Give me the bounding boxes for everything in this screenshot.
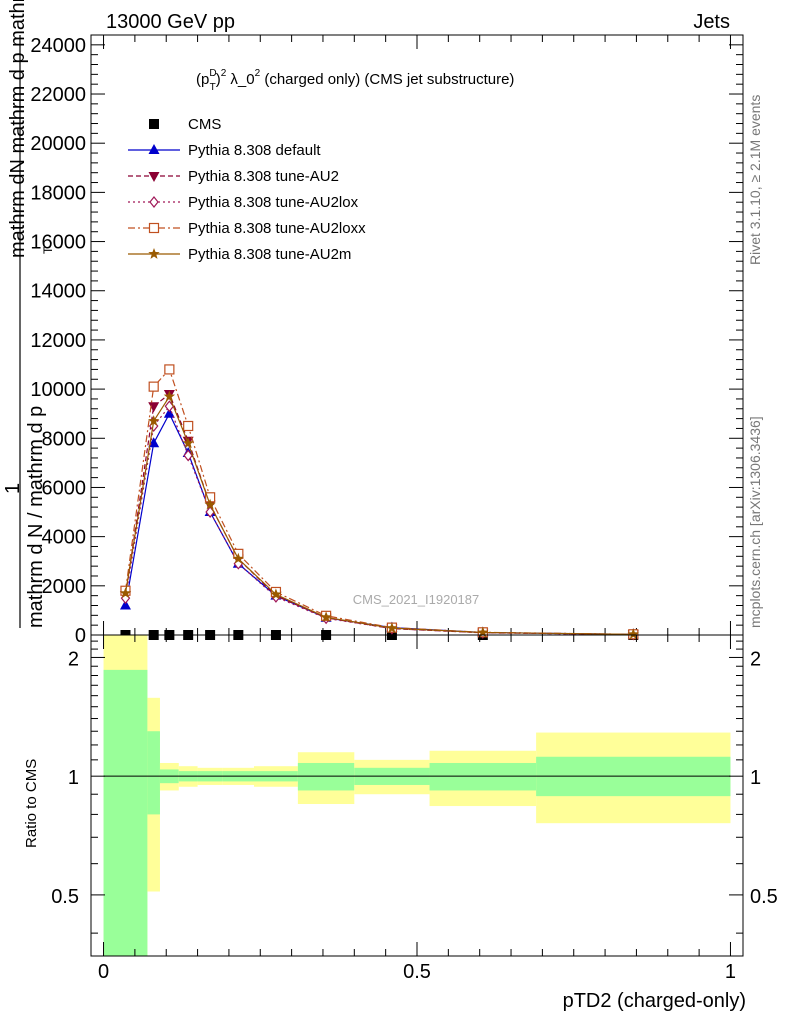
ratio-ticks: 0.5 0.5 1 1 2 2 0 0.5 1 xyxy=(51,635,778,983)
title-sup2: 2 xyxy=(221,68,227,79)
series-pythia-8-308-tune-au2m xyxy=(119,390,639,640)
header-left: 13000 GeV pp xyxy=(106,11,235,33)
main-ytick-label: 18000 xyxy=(30,182,86,204)
data-point xyxy=(320,611,332,623)
ratio-xtick-label: 0 xyxy=(98,961,109,983)
data-point xyxy=(148,144,160,154)
ratio-ytick-label-right: 1 xyxy=(750,767,761,789)
data-point xyxy=(119,599,131,610)
data-point xyxy=(119,587,132,599)
ratio-ylabel: Ratio to CMS xyxy=(23,759,40,848)
main-ytick-label: 22000 xyxy=(30,84,86,106)
ratio-bands xyxy=(103,635,731,956)
data-point xyxy=(182,437,194,449)
legend: CMS Pythia 8.308 default Pythia 8.308 tune… xyxy=(128,116,366,263)
data-point xyxy=(477,626,489,638)
ratio-band-green xyxy=(297,762,355,791)
ratio-band-green xyxy=(147,731,160,815)
data-point xyxy=(148,248,160,259)
title-sup3: 2 xyxy=(255,68,261,79)
main-ticks: 0 2000 4000 6000 8000 10000 12000 14000 16000 180… xyxy=(30,35,743,647)
data-point xyxy=(148,222,160,234)
ratio-band-green xyxy=(103,669,148,956)
xlabel: pTD2 (charged-only) xyxy=(563,990,746,1012)
data-point xyxy=(149,119,159,129)
ylabel-numerator: mathrm dN mathrm d p mathrm d lambda xyxy=(7,0,29,258)
legend-label: Pythia 8.308 tune-AU2 xyxy=(188,168,339,185)
legend-label: Pythia 8.308 default xyxy=(188,142,321,159)
ratio-xtick-label: 0.5 xyxy=(403,961,431,983)
data-point xyxy=(148,415,160,426)
main-ytick-label: 16000 xyxy=(30,232,86,254)
data-point xyxy=(183,449,193,462)
data-point xyxy=(627,628,639,640)
main-ytick-label: 4000 xyxy=(42,527,87,549)
ratio-ytick-label-right: 0.5 xyxy=(750,886,778,908)
ratio-band-green xyxy=(429,762,537,791)
main-ytick-label: 6000 xyxy=(42,477,87,499)
legend-label: Pythia 8.308 tune-AU2lox xyxy=(188,194,359,211)
legend-label: Pythia 8.308 tune-AU2m xyxy=(188,246,351,263)
data-point xyxy=(232,552,244,564)
main-ytick-label: 0 xyxy=(75,625,86,647)
header-right: Jets xyxy=(693,11,730,33)
data-point xyxy=(204,498,216,510)
data-point xyxy=(164,364,175,375)
data-point xyxy=(163,407,175,418)
mcplots-label: mcplots.cern.ch [arXiv:1306.3436] xyxy=(747,416,763,628)
main-ytick-label: 20000 xyxy=(30,133,86,155)
title-part-a: (p xyxy=(196,71,209,88)
data-point xyxy=(163,390,176,402)
main-series xyxy=(119,364,639,641)
watermark: CMS_2021_I1920187 xyxy=(353,592,480,607)
main-ytick-label: 24000 xyxy=(30,35,86,57)
main-ytick-label: 10000 xyxy=(30,379,86,401)
legend-label: CMS xyxy=(188,116,221,133)
data-point xyxy=(270,588,282,600)
ratio-ytick-label-right: 2 xyxy=(750,648,761,670)
title-sub1: T xyxy=(210,82,216,93)
main-ytick-label: 14000 xyxy=(30,281,86,303)
title-sup1: D xyxy=(209,68,216,79)
ylabel-sub: T xyxy=(41,246,55,254)
ratio-ytick-label: 0.5 xyxy=(51,886,79,908)
title-part-d: (charged only) (CMS jet substructure) xyxy=(260,71,514,88)
ratio-ytick-label: 1 xyxy=(68,767,79,789)
rivet-label: Rivet 3.1.10, ≥ 2.1M events xyxy=(747,95,763,265)
data-point xyxy=(148,172,160,182)
main-ytick-label: 8000 xyxy=(42,428,87,450)
data-point xyxy=(149,196,159,208)
main-title: (pD T)2 λ_02 (charged only) (CMS jet subs… xyxy=(196,68,514,93)
data-point xyxy=(148,381,159,392)
ratio-ytick-label: 2 xyxy=(68,648,79,670)
ratio-xtick-label: 1 xyxy=(725,961,736,983)
ylabel-fraction-top: 1 xyxy=(2,483,24,494)
main-ytick-label: 2000 xyxy=(42,576,87,598)
legend-label: Pythia 8.308 tune-AU2loxx xyxy=(188,220,366,237)
title-part-c: λ_0 xyxy=(226,71,254,88)
main-ytick-label: 12000 xyxy=(30,330,86,352)
data-point xyxy=(183,420,194,432)
data-point xyxy=(386,622,398,633)
ylabel-denominator: mathrm d N / mathrm d p xyxy=(25,406,47,628)
title-part-b: ) xyxy=(216,71,221,88)
data-point xyxy=(148,402,160,413)
